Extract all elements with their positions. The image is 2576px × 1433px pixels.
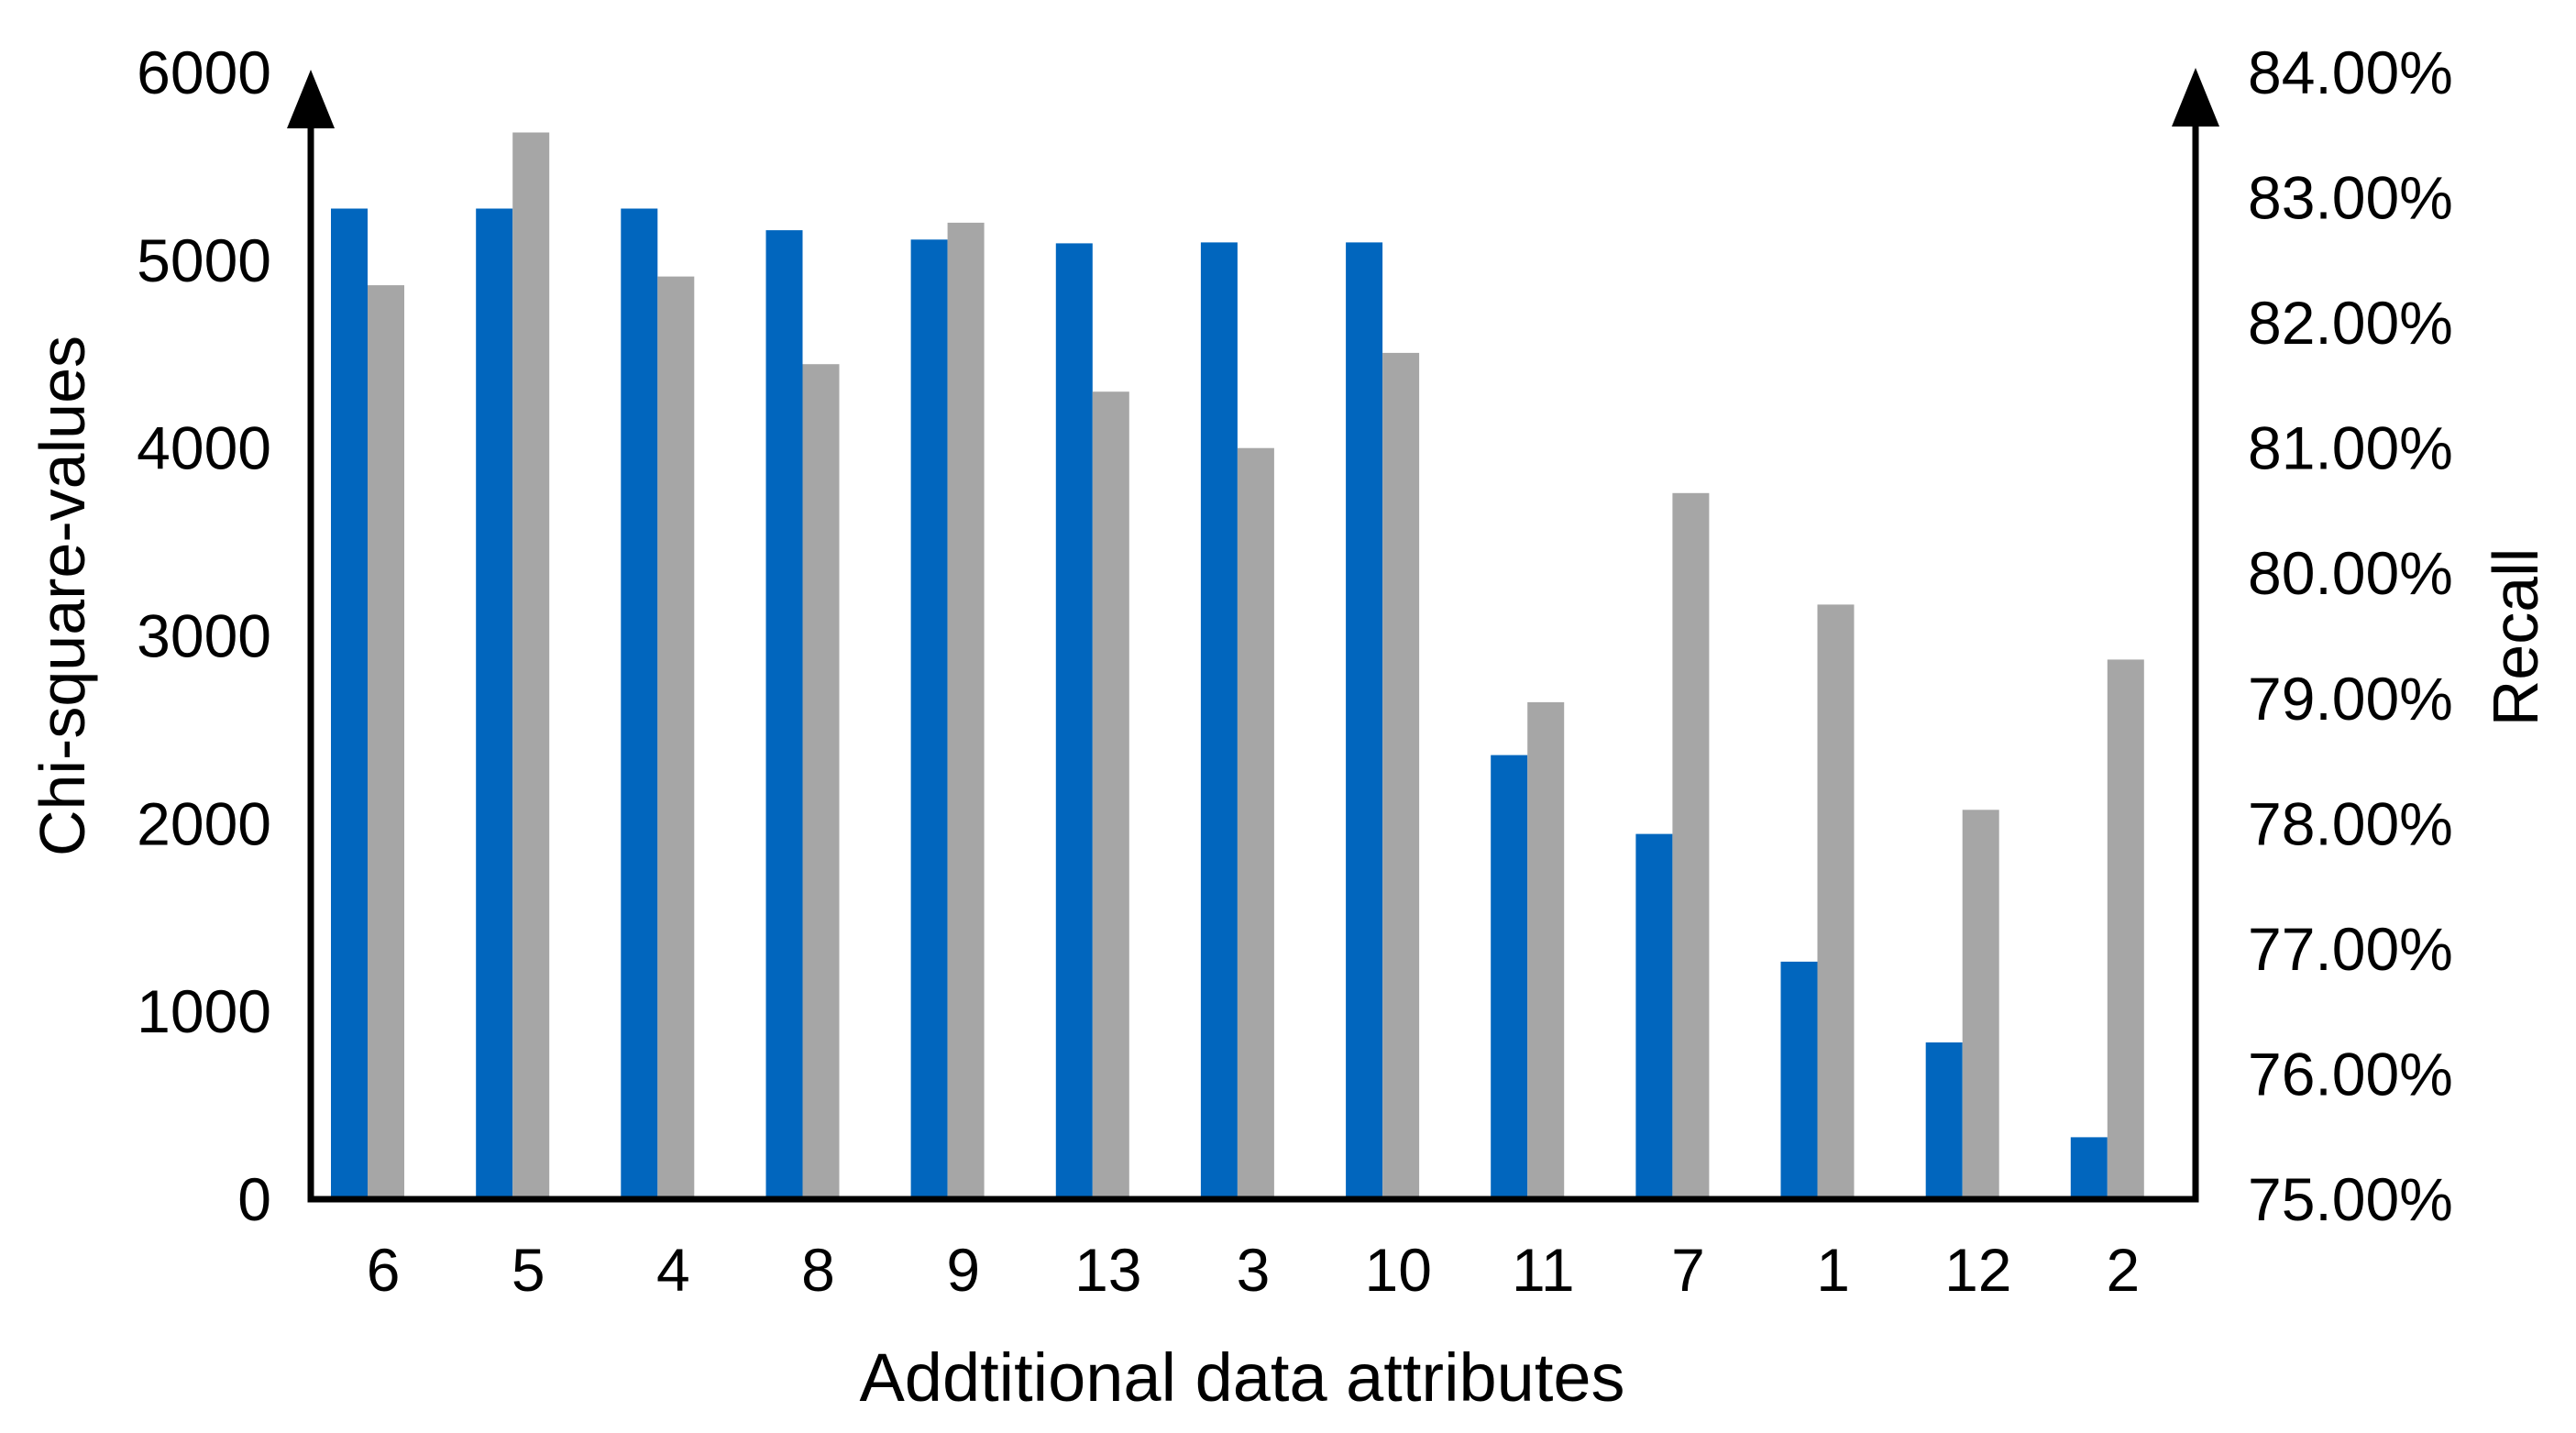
right-axis-title: Recall <box>2480 548 2551 727</box>
recall-bar-6 <box>368 285 404 1200</box>
left-axis-tick-5000: 5000 <box>137 226 271 294</box>
recall-bar-11 <box>1527 701 1565 1199</box>
chi-square-bar-3 <box>1200 242 1238 1199</box>
left-axis-tick-0: 0 <box>237 1165 271 1233</box>
recall-bar-13 <box>1092 391 1129 1199</box>
x-axis-category-12: 12 <box>1944 1236 2011 1304</box>
chi-square-bar-7 <box>1635 833 1673 1199</box>
recall-bar-10 <box>1382 352 1420 1199</box>
left-axis-tick-3000: 3000 <box>137 602 271 670</box>
recall-bar-8 <box>802 364 840 1199</box>
chi-square-bar-2 <box>2070 1137 2108 1199</box>
x-axis-category-10: 10 <box>1364 1236 1431 1304</box>
right-axis-arrowhead-icon <box>2172 68 2219 127</box>
x-axis-category-9: 9 <box>946 1236 980 1304</box>
recall-bar-3 <box>1237 447 1274 1199</box>
right-axis-tick-labels: 75.00% 76.00% 77.00% 78.00% 79.00% 80.00% 81.0… <box>2248 39 2453 1233</box>
recall-bar-4 <box>657 276 695 1200</box>
right-axis-tick-83.00%: 83.00% <box>2248 164 2453 232</box>
right-axis-tick-75.00%: 75.00% <box>2248 1165 2453 1233</box>
chi-square-bar-10 <box>1346 242 1383 1199</box>
axes-layer <box>287 68 2219 1203</box>
recall-bar-2 <box>2107 659 2144 1199</box>
x-axis-category-labels: 6 5 4 8 9 13 3 10 11 7 1 12 2 <box>367 1236 2141 1304</box>
chi-square-bar-8 <box>765 230 803 1200</box>
x-axis-category-7: 7 <box>1671 1236 1705 1304</box>
chi-square-bar-9 <box>910 239 948 1199</box>
right-axis-tick-77.00%: 77.00% <box>2248 915 2453 983</box>
left-axis-tick-4000: 4000 <box>137 414 271 482</box>
recall-bar-9 <box>947 222 985 1199</box>
x-axis-category-11: 11 <box>1512 1236 1575 1304</box>
right-axis-tick-79.00%: 79.00% <box>2248 665 2453 733</box>
x-axis-category-5: 5 <box>512 1236 545 1304</box>
left-axis-tick-2000: 2000 <box>137 789 271 857</box>
left-axis-tick-labels: 0 1000 2000 3000 4000 5000 6000 <box>137 39 271 1233</box>
chi-square-bar-11 <box>1491 755 1528 1199</box>
recall-bar-12 <box>1962 810 1999 1199</box>
right-axis-tick-81.00%: 81.00% <box>2248 414 2453 482</box>
recall-bar-1 <box>1817 604 1855 1199</box>
x-axis-category-13: 13 <box>1074 1236 1141 1304</box>
right-axis-tick-78.00%: 78.00% <box>2248 789 2453 857</box>
x-axis-category-1: 1 <box>1816 1236 1850 1304</box>
left-axis-tick-1000: 1000 <box>137 977 271 1045</box>
x-axis-title: Addtitional data attributes <box>859 1339 1624 1416</box>
chi-square-bar-6 <box>331 208 368 1199</box>
recall-bar-5 <box>512 132 550 1199</box>
left-axis-arrowhead-icon <box>287 70 335 128</box>
chi-square-bar-12 <box>1925 1042 1963 1199</box>
x-axis-category-4: 4 <box>656 1236 690 1304</box>
x-axis-category-6: 6 <box>367 1236 401 1304</box>
chi-square-bar-4 <box>621 208 658 1199</box>
chi-square-bar-13 <box>1055 243 1093 1199</box>
right-axis-tick-80.00%: 80.00% <box>2248 539 2453 607</box>
chi-square-bar-1 <box>1780 961 1818 1199</box>
x-axis-category-8: 8 <box>801 1236 835 1304</box>
left-axis-tick-6000: 6000 <box>137 39 271 106</box>
right-axis-tick-84.00%: 84.00% <box>2248 39 2453 106</box>
right-axis-tick-76.00%: 76.00% <box>2248 1040 2453 1108</box>
right-axis-tick-82.00%: 82.00% <box>2248 289 2453 357</box>
chi-square-bar-5 <box>476 208 513 1199</box>
left-axis-title: Chi-square-values <box>27 336 98 856</box>
bars-layer <box>331 132 2144 1200</box>
x-axis-category-3: 3 <box>1237 1236 1271 1304</box>
recall-bar-7 <box>1672 492 1710 1199</box>
x-axis-category-2: 2 <box>2107 1236 2141 1304</box>
